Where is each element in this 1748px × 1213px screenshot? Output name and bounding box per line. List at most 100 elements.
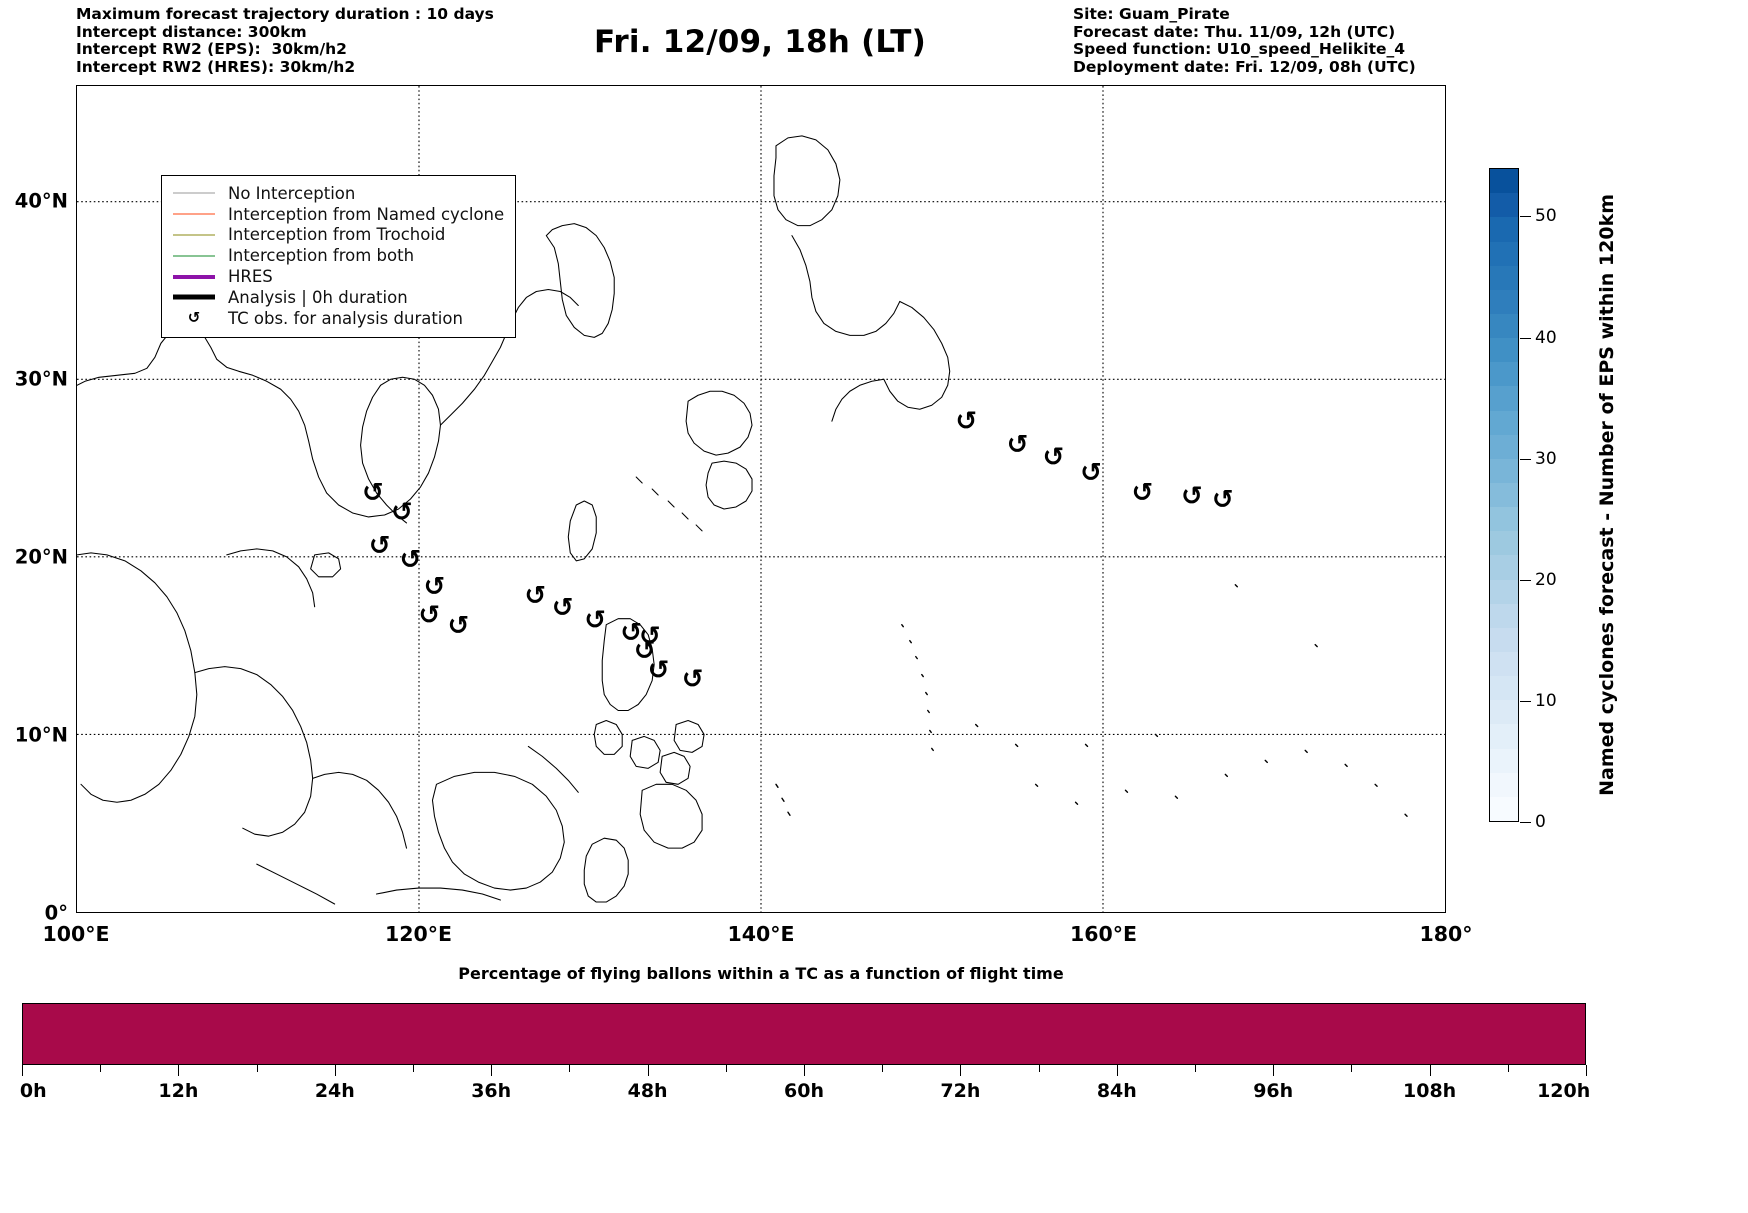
colorbar-level bbox=[1490, 507, 1518, 532]
map-ytick-label: 10°N bbox=[14, 723, 68, 747]
colorbar-level bbox=[1490, 676, 1518, 701]
colorbar-title: Named cyclones forecast - Number of EPS … bbox=[1592, 168, 1622, 822]
colorbar-level bbox=[1490, 314, 1518, 339]
colorbar-level bbox=[1490, 652, 1518, 677]
tc-marker: ↺ bbox=[620, 618, 642, 648]
map-ytick-label: 0° bbox=[44, 901, 68, 925]
legend-item: HRES bbox=[171, 266, 504, 287]
colorbar-level bbox=[1490, 362, 1518, 387]
page-title: Fri. 12/09, 18h (LT) bbox=[594, 24, 926, 60]
legend-swatch-both bbox=[171, 246, 217, 266]
map-ytick-label: 40°N bbox=[14, 189, 68, 213]
flight-time-tick-label: 24h bbox=[314, 1080, 355, 1102]
flight-time-tick bbox=[334, 1065, 336, 1076]
legend-item: Analysis | 0h duration bbox=[171, 287, 504, 308]
colorbar-level bbox=[1490, 410, 1518, 435]
colorbar-level bbox=[1490, 338, 1518, 363]
tc-marker: ↺ bbox=[524, 581, 546, 611]
tc-marker: ↺ bbox=[639, 622, 661, 652]
map-legend: No Interception Interception from Named … bbox=[161, 175, 517, 338]
colorbar-tick-label: 40 bbox=[1535, 327, 1557, 348]
flight-time-tick bbox=[100, 1065, 102, 1072]
header-left-parameters: Maximum forecast trajectory duration : 1… bbox=[76, 5, 494, 76]
legend-swatch-trochoid bbox=[171, 225, 217, 245]
colorbar-level bbox=[1490, 434, 1518, 459]
tc-marker: ↺ bbox=[1181, 481, 1203, 511]
legend-label: HRES bbox=[228, 267, 273, 287]
legend-label: Interception from both bbox=[228, 246, 415, 266]
colorbar-level bbox=[1490, 241, 1518, 266]
flight-time-tick bbox=[1586, 1065, 1587, 1076]
map-xtick-label: 180° bbox=[1419, 922, 1473, 946]
flight-time-tick bbox=[491, 1065, 493, 1076]
map-ytick-label: 20°N bbox=[14, 545, 68, 569]
colorbar-level bbox=[1490, 724, 1518, 749]
tc-marker: ↺ bbox=[362, 478, 384, 508]
colorbar-tick-label: 50 bbox=[1535, 206, 1557, 227]
colorbar-level bbox=[1490, 386, 1518, 411]
header-right-metadata: Site: Guam_Pirate Forecast date: Thu. 11… bbox=[1073, 5, 1416, 76]
colorbar-tick-label: 10 bbox=[1535, 690, 1557, 711]
flight-time-tick bbox=[1038, 1065, 1040, 1072]
tc-marker: ↺ bbox=[552, 593, 574, 623]
flight-time-tick bbox=[647, 1065, 649, 1076]
legend-label: Interception from Trochoid bbox=[228, 225, 446, 245]
map-coastlines bbox=[77, 135, 1408, 905]
flight-time-bar[interactable] bbox=[22, 1003, 1586, 1065]
flight-time-tick-label: 0h bbox=[19, 1080, 47, 1102]
tc-marker: ↺ bbox=[1043, 442, 1065, 472]
legend-swatch-named-cyclone bbox=[171, 204, 217, 224]
legend-item: No Interception bbox=[171, 183, 504, 204]
colorbar: 0 10 20 30 40 50 bbox=[1489, 168, 1557, 832]
forecast-map[interactable]: ↺ ↺ ↺ ↺ ↺ ↺ ↺ ↺ ↺ ↺ ↺ ↺ ↺ ↺ ↺ ↺ ↺ ↺ ↺ ↺ ↺ ↺ No Interception I… bbox=[76, 85, 1446, 913]
tc-observation-markers: ↺↺ ↺↺↺ ↺ ↺↺↺↺ ↺↺↺ ↺↺ ↺ ↺ ↺↺↺↺ ↺ bbox=[362, 407, 1234, 695]
flight-time-tick bbox=[882, 1065, 884, 1072]
colorbar-title-text: Named cyclones forecast - Number of EPS … bbox=[1596, 194, 1618, 796]
flight-time-tick bbox=[804, 1065, 805, 1076]
flight-time-tick bbox=[22, 1065, 23, 1076]
cyclone-icon: ↺ bbox=[187, 308, 201, 327]
legend-item: Interception from both bbox=[171, 245, 504, 266]
colorbar-level bbox=[1490, 748, 1518, 773]
colorbar-tick bbox=[1520, 458, 1531, 460]
tc-marker: ↺ bbox=[369, 531, 391, 561]
colorbar-tick-label: 30 bbox=[1535, 448, 1557, 469]
map-xtick-label: 140°E bbox=[727, 922, 795, 946]
flight-time-tick bbox=[1507, 1065, 1509, 1072]
colorbar-tick-label: 20 bbox=[1535, 569, 1557, 590]
flight-time-tick bbox=[413, 1065, 414, 1072]
tc-marker: ↺ bbox=[1080, 458, 1102, 488]
colorbar-level bbox=[1490, 579, 1518, 604]
flight-time-bar-fill bbox=[23, 1004, 1585, 1064]
colorbar-level bbox=[1490, 265, 1518, 290]
flight-time-tick-label: 108h bbox=[1403, 1080, 1457, 1102]
flight-time-tick bbox=[1351, 1065, 1353, 1072]
flight-time-bar-title: Percentage of flying ballons within a TC… bbox=[458, 964, 1064, 983]
tc-marker: ↺ bbox=[391, 497, 413, 527]
colorbar-tick bbox=[1520, 700, 1531, 702]
tc-marker: ↺ bbox=[682, 664, 704, 694]
colorbar-tick bbox=[1520, 337, 1531, 339]
colorbar-level bbox=[1490, 603, 1518, 628]
tc-marker: ↺ bbox=[1131, 478, 1153, 508]
colorbar-gradient bbox=[1489, 168, 1519, 822]
colorbar-level bbox=[1490, 555, 1518, 580]
legend-label: Interception from Named cyclone bbox=[228, 204, 505, 224]
map-xtick-label: 100°E bbox=[42, 922, 110, 946]
tc-marker: ↺ bbox=[1007, 430, 1029, 460]
legend-swatch-no-interception bbox=[171, 183, 217, 203]
tc-marker: ↺ bbox=[584, 606, 606, 636]
colorbar-level bbox=[1490, 193, 1518, 218]
colorbar-level bbox=[1490, 796, 1518, 821]
colorbar-level bbox=[1490, 627, 1518, 653]
flight-time-tick-label: 48h bbox=[627, 1080, 668, 1102]
flight-time-tick-label: 60h bbox=[784, 1080, 824, 1102]
legend-label: No Interception bbox=[228, 183, 356, 203]
tc-marker: ↺ bbox=[648, 655, 670, 685]
legend-item: Interception from Trochoid bbox=[171, 225, 504, 246]
flight-time-tick bbox=[725, 1065, 727, 1072]
colorbar-tick bbox=[1520, 822, 1531, 823]
colorbar-tick bbox=[1520, 216, 1531, 218]
colorbar-level bbox=[1490, 289, 1518, 315]
flight-time-tick bbox=[1273, 1065, 1275, 1076]
